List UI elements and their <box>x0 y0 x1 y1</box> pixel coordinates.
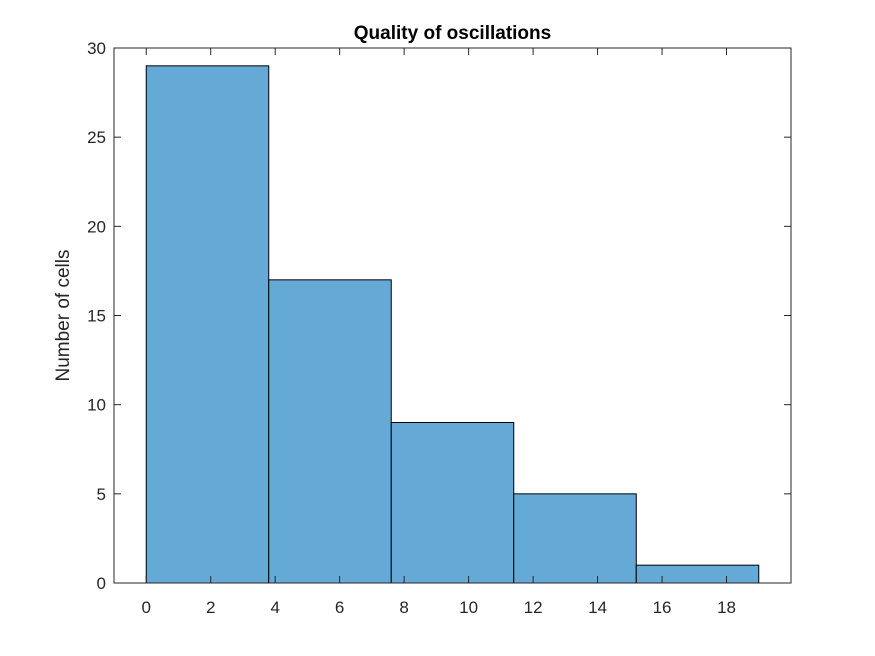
histogram-bar <box>268 279 392 584</box>
histogram-bar <box>390 422 515 584</box>
y-axis-label: Number of cells <box>53 250 74 382</box>
y-tick-label: 10 <box>87 396 106 415</box>
x-tick-label: 6 <box>335 598 344 617</box>
y-tick-label: 5 <box>97 485 106 504</box>
y-tick-label: 15 <box>87 307 106 326</box>
bars-group <box>145 65 760 584</box>
x-tick-label: 12 <box>524 598 543 617</box>
histogram-bar <box>635 564 760 584</box>
histogram-bar <box>513 493 637 584</box>
y-tick-label: 20 <box>87 217 106 236</box>
x-tick-label: 4 <box>270 598 279 617</box>
chart-title: Quality of oscillations <box>354 23 551 44</box>
y-tick-label: 25 <box>87 128 106 147</box>
x-tick-label: 10 <box>459 598 478 617</box>
y-tick-label: 30 <box>87 39 106 58</box>
x-tick-label: 16 <box>653 598 672 617</box>
y-tick-label: 0 <box>97 574 106 593</box>
x-tick-label: 0 <box>142 598 151 617</box>
x-tick-label: 14 <box>588 598 607 617</box>
x-tick-label: 8 <box>399 598 408 617</box>
x-tick-label: 2 <box>206 598 215 617</box>
ticks-group: 0 2 4 6 8 10 12 14 16 18 0 5 10 15 20 25 30 <box>87 39 791 617</box>
x-tick-label: 18 <box>717 598 736 617</box>
histogram-bar <box>145 65 270 584</box>
